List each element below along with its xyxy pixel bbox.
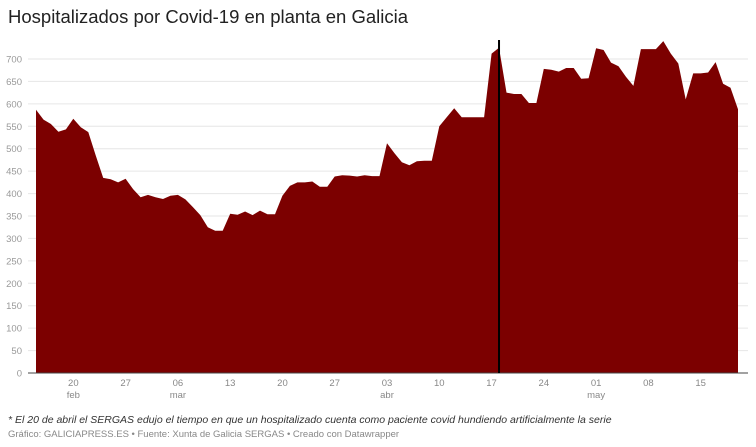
- y-tick-label: 650: [6, 77, 22, 88]
- x-tick-label: 08: [643, 378, 654, 389]
- y-tick-label: 550: [6, 122, 22, 133]
- x-tick-label: 24: [539, 378, 550, 389]
- x-tick-label: 13: [225, 378, 236, 389]
- y-tick-label: 0: [17, 369, 22, 380]
- y-tick-label: 350: [6, 212, 22, 223]
- x-month-label: mar: [170, 390, 186, 401]
- area-series: [36, 41, 738, 373]
- x-tick-label: 27: [329, 378, 340, 389]
- x-tick-label: 27: [120, 378, 131, 389]
- x-tick-label: 20: [277, 378, 288, 389]
- x-tick-label: 20: [68, 378, 79, 389]
- y-tick-label: 50: [11, 346, 22, 357]
- x-tick-label: 06: [173, 378, 184, 389]
- y-tick-label: 600: [6, 99, 22, 110]
- x-month-label: abr: [380, 390, 394, 401]
- y-tick-label: 200: [6, 279, 22, 290]
- y-tick-label: 150: [6, 301, 22, 312]
- y-tick-label: 400: [6, 189, 22, 200]
- x-tick-label: 10: [434, 378, 445, 389]
- chart-credits: Gráfico: GALICIAPRESS.ES • Fuente: Xunta…: [8, 429, 400, 440]
- y-tick-label: 100: [6, 324, 22, 335]
- y-tick-label: 500: [6, 144, 22, 155]
- x-tick-label: 01: [591, 378, 602, 389]
- x-month-label: feb: [67, 390, 80, 401]
- x-month-label: may: [587, 390, 605, 401]
- y-tick-label: 250: [6, 256, 22, 267]
- area-chart: 0 50 100 150 200 250 300 350 400 450 500 550 600 650 7…: [6, 40, 748, 401]
- y-tick-label: 300: [6, 234, 22, 245]
- chart-title: Hospitalizados por Covid-19 en planta en…: [8, 6, 409, 27]
- x-tick-label: 03: [382, 378, 393, 389]
- y-tick-label: 700: [6, 55, 22, 66]
- x-tick-label: 17: [486, 378, 497, 389]
- y-tick-label: 450: [6, 167, 22, 178]
- x-tick-label: 15: [695, 378, 706, 389]
- chart-note: * El 20 de abril el SERGAS edujo el tiem…: [8, 414, 612, 426]
